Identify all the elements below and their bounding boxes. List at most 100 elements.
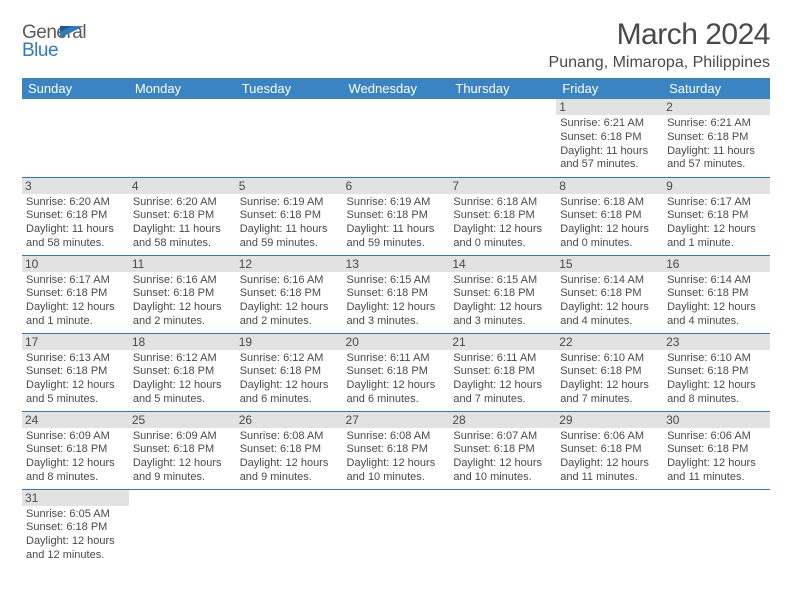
daylight-text: Daylight: 11 hours and 57 minutes. (667, 145, 766, 173)
daylight-text: Daylight: 12 hours and 7 minutes. (453, 379, 552, 407)
daylight-text: Daylight: 12 hours and 5 minutes. (133, 379, 232, 407)
sunset-text: Sunset: 6:18 PM (667, 443, 766, 457)
weekday-header: Thursday (449, 78, 556, 99)
sunrise-text: Sunrise: 6:21 AM (560, 117, 659, 131)
sunset-text: Sunset: 6:18 PM (133, 287, 232, 301)
calendar-week-row: 10 Sunrise: 6:17 AMSunset: 6:18 PMDayligh… (22, 255, 770, 333)
calendar-day-cell (556, 489, 663, 571)
weekday-header: Wednesday (343, 78, 450, 99)
sunset-text: Sunset: 6:18 PM (26, 365, 125, 379)
calendar-day-cell: 20Sunrise: 6:11 AMSunset: 6:18 PMDayligh… (343, 333, 450, 411)
sunrise-text: Sunrise: 6:11 AM (453, 352, 552, 366)
daylight-text: Daylight: 11 hours and 58 minutes. (133, 223, 232, 251)
logo-line2: Blue (22, 42, 58, 60)
sunset-text: Sunset: 6:18 PM (133, 443, 232, 457)
sunset-text: Sunset: 6:18 PM (240, 287, 339, 301)
daylight-text: Daylight: 12 hours and 8 minutes. (667, 379, 766, 407)
calendar-day-cell (129, 99, 236, 177)
day-info: Sunrise: 6:11 AMSunset: 6:18 PMDaylight:… (453, 352, 552, 407)
day-info: Sunrise: 6:05 AMSunset: 6:18 PMDaylight:… (26, 508, 125, 563)
day-number: 17 (22, 334, 129, 350)
sunset-text: Sunset: 6:18 PM (560, 365, 659, 379)
calendar-day-cell (236, 489, 343, 571)
calendar-day-cell: 23Sunrise: 6:10 AMSunset: 6:18 PMDayligh… (663, 333, 770, 411)
day-info: Sunrise: 6:19 AMSunset: 6:18 PMDaylight:… (347, 196, 446, 251)
calendar-day-cell (236, 99, 343, 177)
calendar-week-row: 31Sunrise: 6:05 AMSunset: 6:18 PMDayligh… (22, 489, 770, 571)
sunset-text: Sunset: 6:18 PM (26, 209, 125, 223)
daylight-text: Daylight: 12 hours and 2 minutes. (133, 301, 232, 329)
day-number: 13 (343, 256, 450, 272)
day-info: Sunrise: 6:21 AMSunset: 6:18 PMDaylight:… (667, 117, 766, 172)
month-title: March 2024 (549, 18, 770, 52)
day-number: 1 (556, 99, 663, 115)
sunset-text: Sunset: 6:18 PM (667, 287, 766, 301)
day-info: Sunrise: 6:17 AMSunset: 6:18 PMDaylight:… (26, 274, 125, 329)
day-info: Sunrise: 6:17 AMSunset: 6:18 PMDaylight:… (667, 196, 766, 251)
page-header: General Blue March 2024 Punang, Mimaropa… (22, 18, 770, 72)
day-number: 26 (236, 412, 343, 428)
sunrise-text: Sunrise: 6:16 AM (240, 274, 339, 288)
day-number: 19 (236, 334, 343, 350)
sunrise-text: Sunrise: 6:18 AM (453, 196, 552, 210)
daylight-text: Daylight: 12 hours and 0 minutes. (560, 223, 659, 251)
sunrise-text: Sunrise: 6:06 AM (560, 430, 659, 444)
day-number: 22 (556, 334, 663, 350)
calendar-table: Sunday Monday Tuesday Wednesday Thursday… (22, 78, 770, 571)
weekday-header: Monday (129, 78, 236, 99)
calendar-day-cell: 21Sunrise: 6:11 AMSunset: 6:18 PMDayligh… (449, 333, 556, 411)
daylight-text: Daylight: 12 hours and 3 minutes. (347, 301, 446, 329)
calendar-day-cell (343, 99, 450, 177)
calendar-day-cell: 18Sunrise: 6:12 AMSunset: 6:18 PMDayligh… (129, 333, 236, 411)
sunrise-text: Sunrise: 6:09 AM (26, 430, 125, 444)
daylight-text: Daylight: 12 hours and 1 minute. (667, 223, 766, 251)
sunrise-text: Sunrise: 6:12 AM (133, 352, 232, 366)
sunset-text: Sunset: 6:18 PM (667, 131, 766, 145)
day-info: Sunrise: 6:12 AMSunset: 6:18 PMDaylight:… (240, 352, 339, 407)
day-info: Sunrise: 6:18 AMSunset: 6:18 PMDaylight:… (560, 196, 659, 251)
daylight-text: Daylight: 12 hours and 7 minutes. (560, 379, 659, 407)
sunset-text: Sunset: 6:18 PM (560, 443, 659, 457)
daylight-text: Daylight: 12 hours and 10 minutes. (453, 457, 552, 485)
sunrise-text: Sunrise: 6:15 AM (347, 274, 446, 288)
sunrise-text: Sunrise: 6:18 AM (560, 196, 659, 210)
calendar-day-cell: 29 Sunrise: 6:06 AMSunset: 6:18 PMDayligh… (556, 411, 663, 489)
daylight-text: Daylight: 12 hours and 11 minutes. (667, 457, 766, 485)
daylight-text: Daylight: 12 hours and 4 minutes. (667, 301, 766, 329)
daylight-text: Daylight: 12 hours and 11 minutes. (560, 457, 659, 485)
calendar-day-cell: 2Sunrise: 6:21 AMSunset: 6:18 PMDaylight… (663, 99, 770, 177)
sunrise-text: Sunrise: 6:14 AM (560, 274, 659, 288)
day-number: 10 (22, 256, 129, 272)
sunrise-text: Sunrise: 6:12 AM (240, 352, 339, 366)
calendar-day-cell: 31Sunrise: 6:05 AMSunset: 6:18 PMDayligh… (22, 489, 129, 571)
sunset-text: Sunset: 6:18 PM (453, 209, 552, 223)
day-number: 4 (129, 178, 236, 194)
sunrise-text: Sunrise: 6:14 AM (667, 274, 766, 288)
calendar-day-cell: 12Sunrise: 6:16 AMSunset: 6:18 PMDayligh… (236, 255, 343, 333)
weekday-header: Friday (556, 78, 663, 99)
calendar-day-cell: 17Sunrise: 6:13 AMSunset: 6:18 PMDayligh… (22, 333, 129, 411)
day-info: Sunrise: 6:09 AMSunset: 6:18 PMDaylight:… (26, 430, 125, 485)
calendar-day-cell: 16 Sunrise: 6:14 AMSunset: 6:18 PMDayligh… (663, 255, 770, 333)
day-number: 25 (129, 412, 236, 428)
weekday-header: Sunday (22, 78, 129, 99)
day-number: 29 (556, 412, 663, 428)
day-number: 16 (663, 256, 770, 272)
calendar-day-cell: 25 Sunrise: 6:09 AMSunset: 6:18 PMDayligh… (129, 411, 236, 489)
day-info: Sunrise: 6:09 AMSunset: 6:18 PMDaylight:… (133, 430, 232, 485)
daylight-text: Daylight: 12 hours and 3 minutes. (453, 301, 552, 329)
day-info: Sunrise: 6:15 AMSunset: 6:18 PMDaylight:… (453, 274, 552, 329)
sunset-text: Sunset: 6:18 PM (560, 209, 659, 223)
daylight-text: Daylight: 12 hours and 0 minutes. (453, 223, 552, 251)
sunrise-text: Sunrise: 6:10 AM (667, 352, 766, 366)
sunrise-text: Sunrise: 6:07 AM (453, 430, 552, 444)
day-info: Sunrise: 6:11 AMSunset: 6:18 PMDaylight:… (347, 352, 446, 407)
sunset-text: Sunset: 6:18 PM (667, 365, 766, 379)
sunrise-text: Sunrise: 6:19 AM (240, 196, 339, 210)
day-info: Sunrise: 6:20 AMSunset: 6:18 PMDaylight:… (26, 196, 125, 251)
sunrise-text: Sunrise: 6:05 AM (26, 508, 125, 522)
sunset-text: Sunset: 6:18 PM (133, 209, 232, 223)
calendar-day-cell: 9Sunrise: 6:17 AMSunset: 6:18 PMDaylight… (663, 177, 770, 255)
daylight-text: Daylight: 12 hours and 6 minutes. (347, 379, 446, 407)
sunrise-text: Sunrise: 6:11 AM (347, 352, 446, 366)
